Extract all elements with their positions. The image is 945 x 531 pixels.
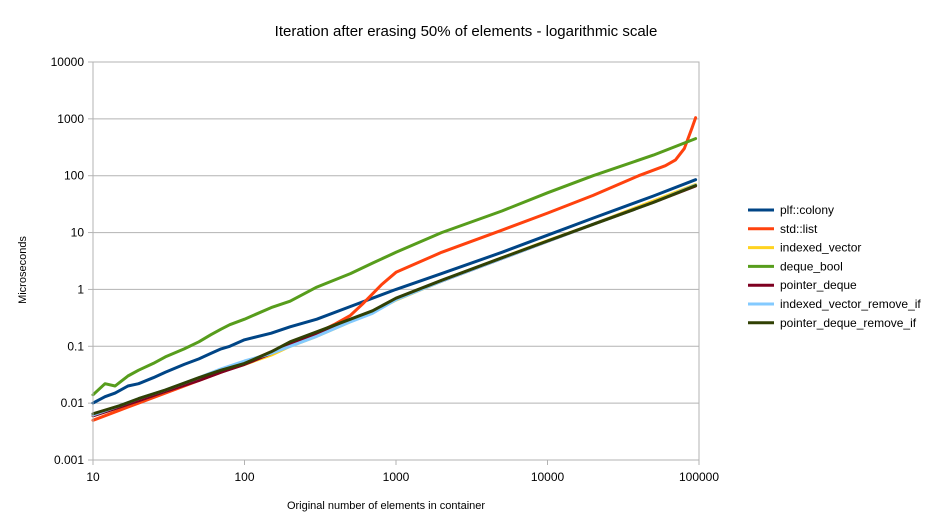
y-axis-label: Microseconds [17,236,29,304]
y-tick-label: 1 [77,282,84,296]
x-tick-label: 1000 [383,470,410,484]
y-tick-label: 0.01 [61,396,85,410]
legend-entry: deque_bool [780,259,843,273]
series-line-0 [91,178,698,405]
plot-area-frame [92,61,700,461]
y-tick-label: 0.001 [54,453,84,467]
chart-title: Iteration after erasing 50% of elements … [275,23,658,40]
legend-entry: plf::colony [780,203,834,217]
legend-entry: pointer_deque [780,278,857,292]
series-line-1 [91,116,698,422]
y-tick-label: 100 [64,169,84,183]
series-line-6 [91,184,698,416]
legend: plf::colonystd::listindexed_vectordeque_… [748,203,921,330]
legend-entry: indexed_vector_remove_if [780,297,921,311]
legend-entry: pointer_deque_remove_if [780,316,917,330]
x-tick-label: 10000 [531,470,565,484]
legend-entry: std::list [780,222,818,236]
y-tick-label: 10000 [51,55,85,69]
x-tick-labels: 10 100 1000 10000 100000 [86,460,719,484]
series-lines [91,116,698,422]
y-tick-labels: 0.001 0.01 0.1 1 10 100 1000 10000 [51,55,85,467]
x-axis-label: Original number of elements in container [287,500,485,512]
legend-entry: indexed_vector [780,241,861,255]
y-tick-label: 10 [71,226,85,240]
y-tick-label: 0.1 [67,339,84,353]
x-tick-label: 10 [86,470,100,484]
x-tick-label: 100 [234,470,254,484]
x-tick-label: 100000 [679,470,719,484]
y-gridlines [88,61,699,461]
series-line-3 [91,137,698,397]
y-tick-label: 1000 [57,112,84,126]
